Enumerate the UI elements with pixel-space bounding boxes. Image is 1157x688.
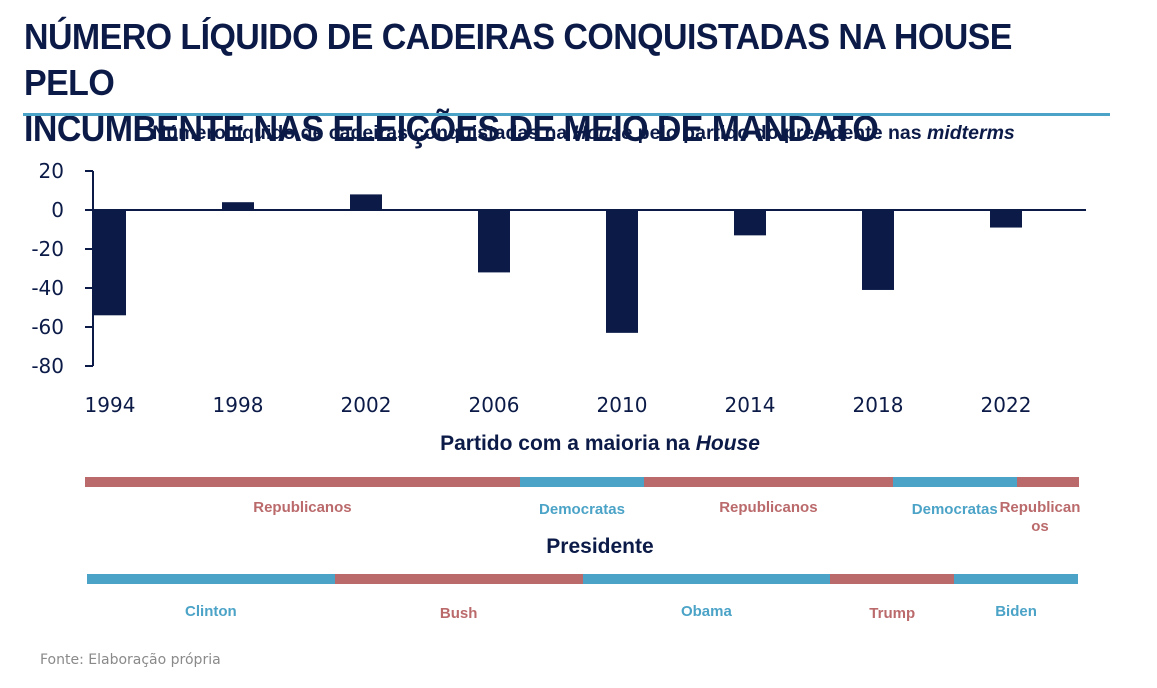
house-majority-title-italic: House [695,432,760,455]
house-majority-label: Republicanos [253,499,352,516]
x-tick-label: 1994 [85,393,136,417]
president-segment [954,574,1078,584]
house-majority-title: Partido com a maioria na House [0,432,1157,456]
bars-group [94,194,1022,333]
chart-title-part-1: Número líquido de cadeiras conquistadas … [152,122,573,144]
bar-2010 [606,210,638,333]
president-segment [87,574,335,584]
x-tick-label: 2002 [341,393,392,417]
y-tick-label: 0 [51,198,64,222]
y-tick-label: -40 [31,276,64,300]
house-majority-segment [644,477,893,487]
house-majority-label: Republicanos [999,499,1081,535]
president-label: Obama [680,603,732,620]
president-segment [830,574,955,584]
house-majority-segment [85,477,520,487]
president-label: Trump [869,605,916,622]
house-majority-segment [1016,477,1079,487]
y-tick-label: -20 [31,237,64,261]
chart-title-part-2: pelo partido do presidente nas [632,122,927,144]
house-majority-label: Republicanos [719,499,818,516]
chart-title-italic-1: House [572,122,633,144]
president-label: Clinton [185,603,237,620]
bar-2014 [734,210,766,236]
house-majority-label: Democratas [539,501,625,518]
house-majority-segment [519,477,645,487]
x-tick-label: 2006 [469,393,520,417]
x-tick-label: 1998 [213,393,264,417]
bar-2006 [478,210,510,273]
x-tick-label: 2010 [597,393,648,417]
y-tick-label: 20 [39,159,64,183]
y-tick-label: -60 [31,315,64,339]
house-majority-title-text: Partido com a maioria na [440,432,696,455]
house-majority-label: Democratas [911,501,998,518]
x-axis: 1994 1998 2002 2006 2010 2014 2018 2022 [85,393,1032,417]
bar-1998 [222,202,254,210]
y-tick-label: -80 [31,354,64,378]
x-tick-label: 2022 [981,393,1032,417]
president-label: Biden [995,603,1037,620]
bar-2022 [990,210,1022,228]
president-title: Presidente [546,535,654,558]
title-divider [23,113,1110,116]
bar-2002 [350,194,382,210]
president-segment [582,574,831,584]
page-title-line-1: NÚMERO LÍQUIDO DE CADEIRAS CONQUISTADAS … [24,16,1012,103]
x-tick-label: 2018 [853,393,904,417]
bar-chart: 20 0 -20 -40 -60 -80 1994 1998 2002 2006 2010 2014… [31,159,1086,417]
y-axis: 20 0 -20 -40 -60 -80 [31,159,1086,378]
x-tick-label: 2014 [725,393,776,417]
house-majority-segment [892,477,1017,487]
chart-title: Número líquido de cadeiras conquistadas … [0,122,1157,145]
president-label: Bush [439,605,478,622]
chart-title-italic-2: midterms [926,122,1015,144]
president-segment [334,574,583,584]
source-note: Fonte: Elaboração própria [40,652,221,668]
bar-1994 [94,210,126,316]
bar-2018 [862,210,894,290]
